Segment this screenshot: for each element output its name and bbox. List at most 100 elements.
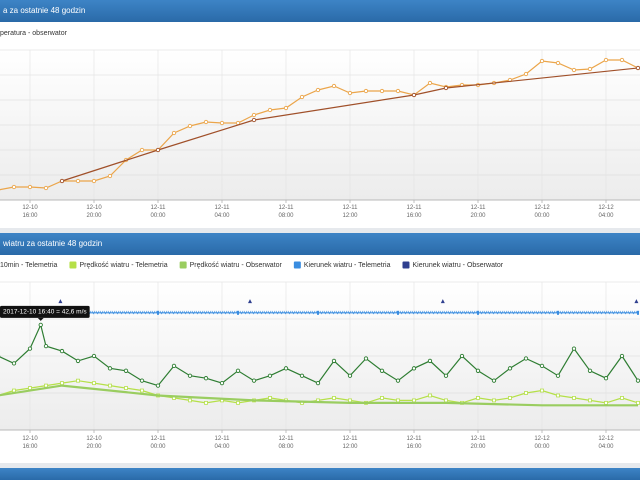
- point: [379, 88, 385, 94]
- point: [331, 83, 337, 89]
- direction-arrow: [567, 310, 572, 315]
- direction-arrow: [411, 310, 416, 315]
- x-tick-label: 12-10 16:00: [22, 436, 38, 450]
- direction-arrow: [187, 310, 192, 315]
- point: [332, 396, 336, 400]
- tooltip-pointer: [37, 317, 44, 321]
- x-tick-label-part: 12-11: [343, 205, 359, 211]
- direction-arrow: [335, 310, 340, 315]
- x-tick-label-part: 00:00: [534, 444, 550, 450]
- point: [395, 88, 401, 94]
- point: [619, 353, 625, 359]
- legend-label: Kierunek wiatru - Obserwator: [412, 262, 503, 269]
- direction-arrow: [147, 310, 152, 315]
- direction-arrow: [463, 310, 468, 315]
- direction-arrow: [595, 310, 600, 315]
- direction-arrow: [359, 310, 364, 315]
- point: [363, 88, 369, 94]
- point: [251, 112, 257, 118]
- direction-arrow: [183, 310, 188, 315]
- direction-arrow: [211, 310, 216, 315]
- tooltip: [0, 305, 90, 318]
- direction-arrow: [627, 310, 632, 315]
- direction-arrow: [315, 310, 320, 315]
- direction-arrow: [135, 310, 140, 315]
- panel-header: [0, 233, 640, 255]
- direction-arrow: [355, 310, 360, 315]
- direction-arrow: [95, 310, 100, 315]
- x-tick-label-part: 12-12: [534, 436, 550, 442]
- point: [203, 119, 209, 125]
- direction-arrow: [223, 310, 228, 315]
- direction-arrow: [535, 310, 540, 315]
- point: [427, 80, 433, 86]
- x-tick-label-part: 12-12: [598, 205, 614, 211]
- point: [571, 346, 577, 351]
- x-tick-label-part: 08:00: [278, 213, 294, 219]
- x-tick-label-part: 12-10: [86, 205, 102, 211]
- direction-arrow: [115, 310, 120, 315]
- x-tick-label-part: 04:00: [598, 213, 614, 219]
- direction-arrow: [255, 310, 260, 315]
- point: [395, 378, 401, 383]
- direction-arrow: [283, 310, 288, 315]
- x-tick-label-part: 08:00: [278, 444, 294, 450]
- direction-arrow: [303, 310, 308, 315]
- point: [443, 85, 449, 91]
- direction-arrow: [459, 310, 464, 315]
- point: [636, 400, 640, 405]
- direction-arrow: [599, 310, 604, 315]
- direction-arrow: [339, 310, 344, 315]
- x-tick-label-part: 16:00: [22, 213, 38, 219]
- point: [603, 57, 609, 63]
- tooltip-text: 2017-12-10 16:40 = 42,6 m/s: [3, 309, 87, 316]
- point: [60, 381, 64, 386]
- direction-arrow: [427, 310, 432, 315]
- point: [140, 388, 144, 393]
- x-tick-label: 12-10 20:00: [86, 205, 102, 219]
- x-tick-label-part: 16:00: [406, 213, 422, 219]
- direction-arrow: [383, 310, 388, 315]
- direction-arrow: [391, 310, 396, 315]
- direction-arrow: [487, 310, 492, 315]
- x-tick-label: 12-12 04:00: [598, 436, 614, 450]
- direction-arrow: [139, 310, 144, 315]
- direction-arrow: [331, 310, 336, 315]
- point: [634, 299, 639, 304]
- point: [440, 299, 445, 304]
- point: [187, 373, 193, 378]
- point: [619, 57, 625, 63]
- direction-arrow: [435, 310, 440, 315]
- direction-arrow: [151, 310, 156, 315]
- panel-title: a za ostatnie 48 godzin: [3, 6, 85, 15]
- point: [12, 388, 16, 393]
- direction-arrow: [495, 310, 500, 315]
- direction-arrow: [275, 310, 280, 315]
- direction-arrow: [367, 310, 372, 315]
- point: [283, 366, 289, 371]
- direction-arrow: [119, 310, 124, 315]
- legend-swatch: [179, 261, 187, 269]
- x-tick-label: 12-11 12:00: [342, 436, 358, 450]
- direction-arrow: [235, 310, 240, 315]
- direction-arrow: [375, 310, 380, 315]
- direction-arrow: [583, 310, 588, 315]
- direction-arrow: [579, 310, 584, 315]
- direction-arrow: [523, 310, 528, 315]
- direction-arrow: [471, 310, 476, 315]
- direction-arrow: [299, 310, 304, 315]
- panel-title: wiatru za ostatnie 48 godzin: [2, 239, 102, 248]
- x-tick-label-part: 12:00: [342, 444, 358, 450]
- point: [11, 361, 17, 366]
- point: [28, 386, 32, 390]
- direction-arrow: [219, 310, 224, 315]
- x-tick-label: 12-12 04:00: [598, 205, 614, 219]
- point: [555, 60, 561, 66]
- point: [459, 353, 465, 359]
- direction-arrow: [439, 310, 444, 315]
- x-tick-label-part: 12-12: [534, 205, 550, 211]
- point: [635, 65, 640, 71]
- point: [492, 398, 496, 403]
- x-tick-label-part: 00:00: [534, 213, 550, 219]
